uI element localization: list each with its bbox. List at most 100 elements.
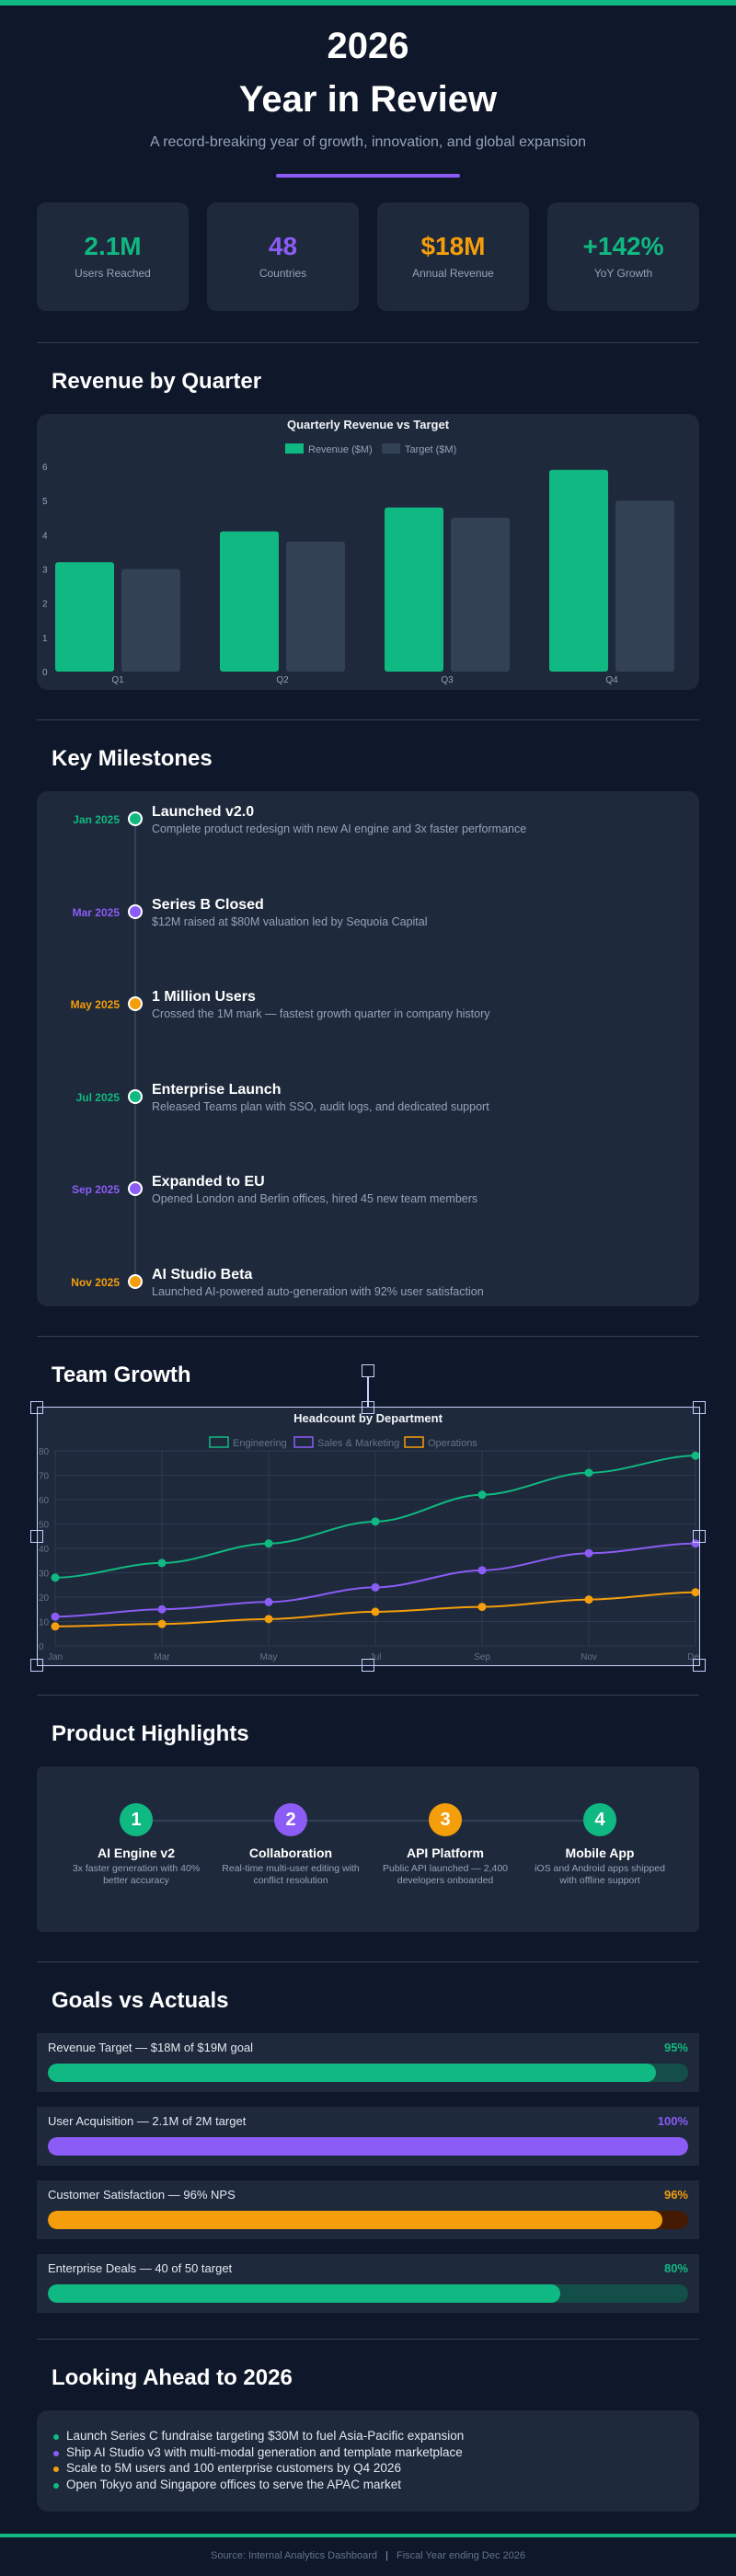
bar-target	[615, 500, 674, 672]
goal-percent: 100%	[657, 2114, 688, 2128]
resize-handle[interactable]	[30, 1401, 43, 1414]
section-title-milestones: Key Milestones	[52, 746, 213, 771]
stat-value: 2.1M	[84, 232, 142, 260]
goal-percent: 80%	[663, 2261, 688, 2275]
data-point	[371, 1582, 380, 1592]
data-point	[371, 1517, 380, 1526]
goal-progress-fill	[48, 2284, 560, 2303]
bar-revenue	[385, 507, 443, 672]
stat-value: $18M	[420, 232, 486, 260]
milestone-dot-icon	[128, 996, 143, 1011]
resize-handle[interactable]	[362, 1659, 374, 1672]
milestone-date: Sep 2025	[71, 1183, 120, 1196]
goal-label: User Acquisition — 2.1M of 2M target	[48, 2114, 247, 2128]
y-tick-label: 5	[42, 497, 48, 507]
bullet-icon	[53, 2450, 59, 2456]
divider	[37, 1961, 699, 1962]
footer-fiscal: Fiscal Year ending Dec 2026	[396, 2550, 526, 2561]
milestone-dot-icon	[128, 1088, 143, 1104]
milestone-title: Expanded to EU	[152, 1174, 265, 1190]
bullet-icon	[53, 2467, 59, 2472]
header-year: 2026	[327, 26, 409, 66]
resize-handle[interactable]	[30, 1659, 43, 1672]
legend-label: Engineering	[233, 1438, 287, 1449]
highlight-number-badge: 4	[583, 1803, 616, 1836]
y-tick-label: 2	[42, 600, 48, 610]
resize-handle[interactable]	[693, 1659, 706, 1672]
milestone-desc: Complete product redesign with new AI en…	[152, 822, 527, 835]
milestone-item: Sep 2025 Expanded to EU Opened London and …	[37, 1174, 699, 1218]
milestone-date: Jul 2025	[75, 1090, 120, 1104]
highlight-desc: iOS and Android apps shipped with offlin…	[535, 1863, 665, 1886]
y-tick-label: 4	[42, 531, 48, 541]
y-tick-label: 3	[42, 566, 48, 576]
legend-label: Operations	[428, 1438, 477, 1449]
resize-handle[interactable]	[362, 1401, 374, 1414]
revenue-chart-card: Quarterly Revenue vs Target Revenue ($M) T…	[37, 414, 699, 690]
legend-label: Revenue ($M)	[308, 444, 373, 455]
goal-percent: 95%	[663, 2041, 688, 2054]
revenue-bar-chart: Quarterly Revenue vs Target Revenue ($M) T…	[42, 418, 674, 685]
legend-swatch	[209, 1436, 229, 1448]
highlight-title: API Platform	[406, 1846, 484, 1860]
team-chart-card: Headcount by Department Engineering Sales …	[37, 1408, 704, 1665]
chart-title: Quarterly Revenue vs Target	[287, 418, 450, 431]
bar-revenue	[549, 469, 608, 672]
data-point	[51, 1612, 60, 1621]
highlight-desc: Real-time multi-user editing with confli…	[222, 1863, 360, 1886]
data-point	[584, 1548, 593, 1558]
rotate-handle-line	[367, 1376, 369, 1408]
divider	[37, 1336, 699, 1337]
data-point	[157, 1558, 167, 1568]
milestone-dot-icon	[128, 903, 143, 919]
section-title-goals: Goals vs Actuals	[52, 1988, 229, 2013]
resize-handle[interactable]	[30, 1530, 43, 1543]
milestone-title: 1 Million Users	[152, 989, 256, 1005]
milestone-desc: Released Teams plan with SSO, audit logs…	[152, 1099, 489, 1113]
rotate-handle[interactable]	[362, 1364, 374, 1377]
goal-progress-fill	[48, 2137, 688, 2156]
highlight-desc: 3x faster generation with 40% better acc…	[72, 1863, 201, 1886]
goal-percent: 96%	[663, 2188, 688, 2202]
highlight-title: AI Engine v2	[97, 1846, 176, 1860]
data-point	[264, 1539, 273, 1548]
bar-target	[286, 541, 345, 672]
milestones-card: Jan 2025 Launched v2.0 Complete product re…	[37, 791, 699, 1306]
ahead-item: Scale to 5M users and 100 enterprise cus…	[46, 2461, 699, 2478]
data-point	[51, 1573, 60, 1582]
goal-row: User Acquisition — 2.1M of 2M target 100%	[37, 2107, 699, 2166]
milestone-item: Nov 2025 AI Studio Beta Launched AI-powere…	[37, 1267, 699, 1311]
stat-value: +142%	[582, 232, 664, 260]
goal-progress-fill	[48, 2211, 663, 2229]
y-tick-label: 10	[39, 1618, 50, 1628]
highlight-title: Mobile App	[565, 1846, 635, 1860]
accent-divider	[276, 174, 460, 178]
milestone-item: May 2025 1 Million Users Crossed the 1M ma…	[37, 989, 699, 1033]
milestone-dot-icon	[128, 811, 143, 826]
stat-card: 2.1M Users Reached	[37, 202, 189, 311]
bar-revenue	[55, 562, 114, 672]
milestone-date: May 2025	[70, 998, 120, 1011]
data-point	[584, 1468, 593, 1478]
goal-label: Enterprise Deals — 40 of 50 target	[48, 2261, 233, 2275]
y-tick-label: 70	[39, 1472, 50, 1482]
data-point	[477, 1566, 487, 1575]
stat-label: Users Reached	[75, 267, 151, 280]
y-tick-label: 1	[42, 634, 48, 644]
highlight-number-badge: 1	[120, 1803, 153, 1836]
section-title-revenue: Revenue by Quarter	[52, 369, 262, 394]
legend-label: Target ($M)	[405, 444, 456, 455]
x-tick-label: Mar	[154, 1652, 170, 1662]
x-tick-label: Nov	[581, 1652, 597, 1662]
footer: Source: Internal Analytics Dashboard | F…	[0, 2550, 736, 2561]
milestone-dot-icon	[128, 1181, 143, 1196]
bar-target	[451, 517, 510, 672]
section-title-highlights: Product Highlights	[52, 1721, 249, 1746]
ahead-text: Launch Series C fundraise targeting $30M…	[66, 2429, 465, 2443]
section-title-team: Team Growth	[52, 1363, 191, 1387]
resize-handle[interactable]	[693, 1401, 706, 1414]
goal-progress-track	[48, 2211, 688, 2229]
divider	[37, 2339, 699, 2340]
page-title: Year in Review	[238, 79, 498, 120]
resize-handle[interactable]	[693, 1530, 706, 1543]
